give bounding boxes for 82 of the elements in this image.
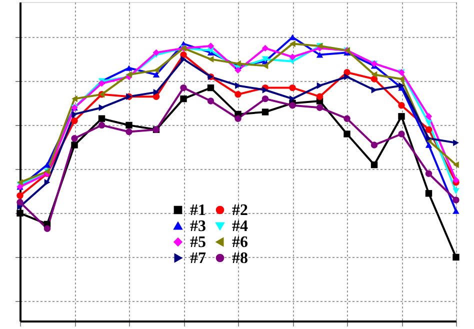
point — [234, 66, 242, 74]
point — [207, 42, 214, 50]
point — [425, 142, 432, 148]
point — [289, 34, 296, 40]
point — [234, 91, 242, 98]
point — [44, 225, 51, 232]
point — [289, 54, 296, 60]
point — [425, 113, 432, 120]
point — [452, 188, 460, 194]
point — [180, 84, 187, 92]
point — [452, 254, 460, 261]
point — [344, 73, 350, 80]
point — [262, 86, 268, 94]
point — [126, 128, 132, 136]
point — [398, 130, 405, 138]
point — [235, 82, 241, 89]
point — [126, 65, 132, 71]
legend-label: #8 — [232, 250, 248, 267]
legend-label: #5 — [190, 234, 206, 251]
point — [98, 80, 106, 87]
point — [152, 72, 160, 78]
point — [98, 122, 106, 129]
point — [234, 115, 242, 122]
legend-label: #4 — [232, 218, 248, 235]
point — [98, 115, 106, 122]
point — [16, 198, 24, 206]
point — [290, 40, 296, 48]
point — [153, 88, 160, 96]
legend-label: #2 — [232, 202, 248, 219]
point — [398, 76, 404, 82]
point — [371, 86, 378, 94]
point — [207, 84, 214, 92]
point — [425, 126, 432, 133]
point — [235, 60, 241, 67]
point — [289, 102, 296, 109]
point — [370, 142, 378, 148]
point — [262, 44, 269, 52]
point — [71, 117, 78, 124]
legend-label: #6 — [232, 234, 248, 251]
point — [262, 56, 269, 62]
point — [208, 56, 214, 63]
point — [453, 161, 459, 168]
point — [371, 71, 378, 78]
point — [126, 122, 132, 129]
point — [262, 108, 269, 116]
point — [425, 190, 432, 197]
point — [72, 95, 78, 102]
point — [316, 93, 324, 100]
point — [17, 179, 23, 186]
point — [398, 82, 404, 89]
point — [344, 130, 350, 138]
point — [152, 49, 160, 56]
point — [16, 210, 24, 217]
point — [71, 135, 78, 142]
point — [425, 170, 432, 177]
point — [398, 102, 405, 109]
point — [453, 139, 459, 146]
point — [290, 95, 296, 102]
point — [316, 104, 324, 111]
point — [71, 142, 78, 148]
point — [425, 120, 432, 126]
point — [316, 82, 323, 89]
point — [452, 208, 460, 214]
point — [180, 95, 187, 102]
point — [289, 84, 296, 92]
point — [72, 110, 78, 118]
point — [44, 179, 50, 186]
point — [207, 98, 214, 104]
legend-label: #1 — [190, 202, 206, 219]
legend-label: #7 — [190, 250, 206, 267]
legend-label: #3 — [190, 218, 206, 235]
point — [98, 104, 105, 111]
point — [452, 196, 460, 204]
point — [262, 95, 269, 102]
point — [398, 113, 405, 120]
point — [370, 161, 378, 168]
point — [344, 115, 350, 122]
point — [16, 192, 24, 199]
point — [126, 71, 132, 78]
point — [153, 66, 160, 74]
point — [316, 52, 324, 58]
point — [452, 176, 460, 184]
